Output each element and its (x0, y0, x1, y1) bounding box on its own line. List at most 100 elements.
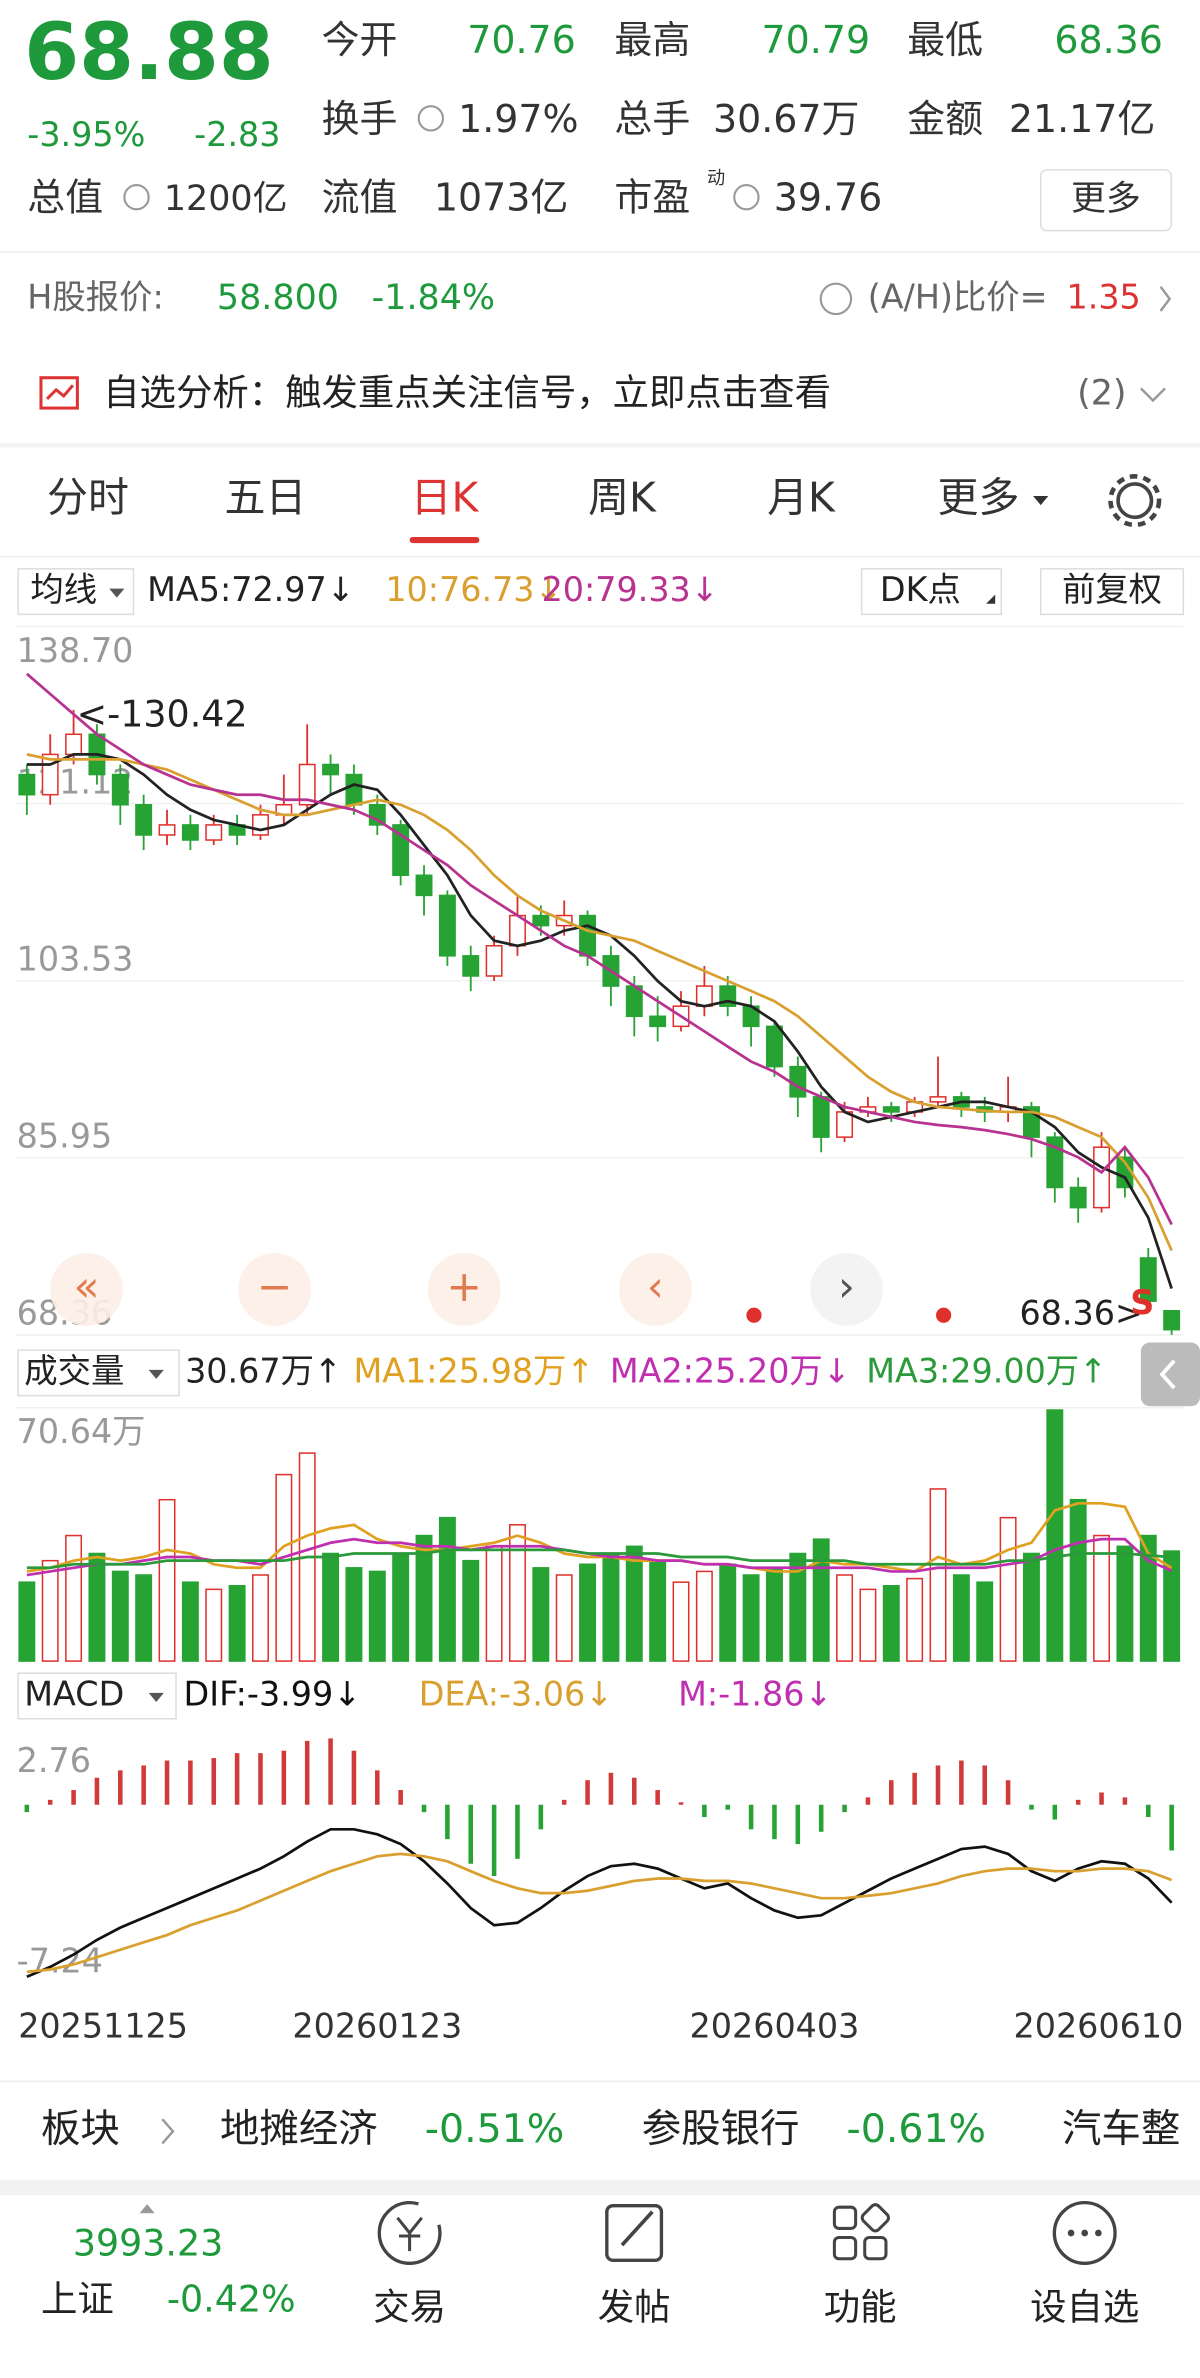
volume-bar (812, 1538, 830, 1662)
tab[interactable]: 更多 (938, 474, 1020, 522)
x-tick-label: 20260403 (690, 2007, 860, 2046)
settings-icon-teeth (1108, 474, 1162, 528)
chevron[interactable] (1139, 387, 1166, 403)
sector-label: 板块 (41, 2106, 120, 2152)
nav-label[interactable]: 发帖 (598, 2285, 671, 2328)
field-label: 最高 (614, 18, 690, 62)
volume-bar (952, 1574, 970, 1662)
volume-bar (322, 1552, 340, 1662)
chevron[interactable] (1159, 285, 1172, 312)
tab[interactable]: 周K (588, 474, 657, 522)
index-change: -0.42% (167, 2278, 296, 2321)
field-tag: 动 (707, 168, 725, 189)
control-label: ‹ (647, 1263, 664, 1312)
control-label: « (73, 1263, 99, 1312)
macd-bar (375, 1770, 380, 1805)
volume-bar (368, 1570, 386, 1662)
series-line (26, 1852, 1173, 1974)
tab[interactable]: 月K (767, 474, 836, 522)
price-legend: MA5:72.97↓ 10:76.73↓20:79.33↓ (147, 570, 719, 609)
candle-body (579, 914, 597, 957)
icon-cell (860, 2203, 890, 2233)
volume-bar (765, 1567, 783, 1662)
volume-bar (181, 1581, 199, 1662)
divider (0, 2179, 1200, 2196)
tabs: 分时 五日 日K 周K 月K 更多 (47, 474, 1019, 522)
control-label: › (838, 1263, 855, 1312)
nav-label[interactable]: 设自选 (1030, 2285, 1139, 2328)
sector-name[interactable]: 汽车整 (1062, 2106, 1180, 2152)
caret (109, 588, 125, 598)
control-button[interactable] (50, 1253, 123, 1326)
tab[interactable]: 五日 (225, 474, 307, 522)
macd-bar (515, 1804, 520, 1859)
indicator-select[interactable] (17, 568, 135, 616)
macd-bar (1122, 1797, 1128, 1805)
candle-body (158, 824, 176, 836)
settings-icon[interactable] (1116, 482, 1154, 520)
macd-bar (328, 1738, 333, 1805)
volume-bar (532, 1567, 550, 1662)
dk-button[interactable] (860, 568, 1003, 616)
series-line (26, 1827, 1173, 1979)
alert-text[interactable]: 自选分析：触发重点关注信号，立即点击查看 (103, 371, 831, 414)
arrow (139, 2204, 155, 2214)
candle-body (345, 773, 363, 806)
post-icon[interactable] (605, 2204, 664, 2262)
indicator-name: 均线 (30, 570, 97, 609)
volume-bar (1046, 1409, 1064, 1662)
alert-icon-line (45, 384, 74, 401)
trade-icon-yen (396, 2216, 423, 2252)
volume-bar (695, 1570, 713, 1662)
volume-bar (18, 1581, 36, 1662)
indicator-select[interactable] (17, 1672, 177, 1720)
field-label: 总值 (27, 176, 103, 220)
chevron[interactable] (161, 2118, 175, 2145)
tab-active[interactable]: 日K (411, 474, 480, 522)
change-pct: -3.95% (27, 115, 145, 154)
control-button[interactable] (810, 1253, 883, 1326)
candle-body (65, 733, 83, 756)
macd-bar (118, 1770, 123, 1805)
side-tab[interactable] (1140, 1342, 1200, 1407)
info-icon[interactable] (733, 184, 760, 211)
volume-bar (649, 1559, 667, 1662)
volume-bar (252, 1574, 269, 1662)
watchlist-icon[interactable] (1052, 2200, 1117, 2265)
info-icon[interactable] (417, 105, 445, 132)
control-button[interactable] (238, 1253, 311, 1326)
macd-bar (234, 1753, 240, 1805)
candle-body (695, 985, 713, 1007)
field-label: 市盈 (614, 176, 690, 220)
adjust-button[interactable] (1039, 568, 1185, 616)
control-button[interactable] (618, 1253, 692, 1326)
indicator-select[interactable] (17, 1349, 180, 1397)
sector-name[interactable]: 地摊经济 (220, 2106, 378, 2152)
more-button[interactable] (1039, 169, 1172, 232)
legend-entry: 10:76.73↓ (385, 570, 562, 609)
macd-bar (94, 1777, 100, 1805)
volume-bar (345, 1567, 363, 1662)
control-button[interactable] (427, 1253, 501, 1326)
y-tick-label: 2.76 (17, 1741, 91, 1780)
volume-bar (415, 1534, 433, 1662)
field-value: 1073亿 (434, 176, 568, 220)
macd-bar (445, 1804, 450, 1840)
volume-bar (602, 1552, 620, 1662)
side-tab-arrow (1159, 1359, 1176, 1390)
ah-ratio: 1.35 (1066, 277, 1140, 316)
info-icon[interactable] (123, 184, 150, 211)
function-icon[interactable] (832, 2203, 890, 2261)
help-icon[interactable] (819, 282, 853, 316)
nav-label[interactable]: 功能 (824, 2285, 897, 2328)
x-tick-label: 20260123 (292, 2007, 462, 2046)
legend-entry: DEA:-3.06↓ (419, 1674, 614, 1713)
nav-label[interactable]: 交易 (373, 2285, 446, 2328)
index-value[interactable]: 3993.23 (73, 2222, 224, 2265)
tab[interactable]: 分时 (47, 474, 129, 522)
sector-name[interactable]: 参股银行 (642, 2106, 800, 2152)
macd-bar (1145, 1804, 1151, 1818)
macd-bar (585, 1780, 590, 1805)
field-value: 1.97% (458, 97, 578, 141)
trade-icon[interactable] (377, 2200, 442, 2265)
